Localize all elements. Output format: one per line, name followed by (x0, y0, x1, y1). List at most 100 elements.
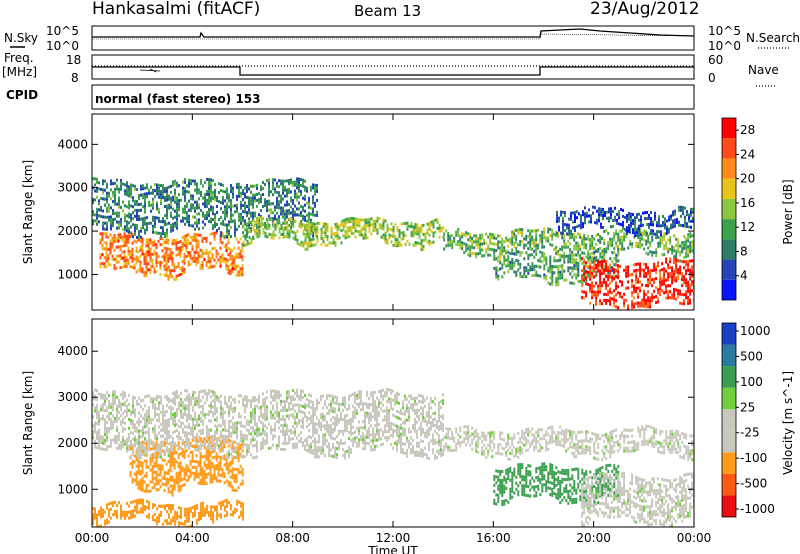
power-cell (171, 254, 174, 258)
velocity-cell (136, 429, 138, 433)
power-cell (571, 250, 574, 254)
power-cell (601, 281, 604, 285)
power-cell (636, 234, 638, 238)
power-cell (601, 251, 604, 255)
power-cell (266, 235, 269, 239)
power-cell (557, 231, 560, 235)
power-cell (596, 209, 598, 213)
velocity-cell (132, 425, 134, 429)
power-cell (562, 225, 564, 229)
velocity-cell (141, 440, 144, 444)
power-cell (568, 232, 570, 236)
velocity-cell (203, 446, 206, 450)
power-cell (593, 266, 596, 270)
power-cell (634, 219, 636, 223)
power-cell (392, 243, 395, 247)
velocity-cell (139, 472, 142, 476)
power-cell (254, 193, 256, 197)
power-cell (268, 223, 271, 227)
power-cell (334, 244, 337, 247)
velocity-cell (195, 460, 198, 464)
power-cell (282, 185, 284, 189)
power-cell (298, 213, 300, 217)
power-cell (527, 247, 530, 251)
power-cell (165, 241, 168, 245)
power-cell (426, 240, 429, 244)
power-cell (106, 221, 108, 225)
power-cell (144, 219, 146, 223)
velocity-cell (160, 398, 162, 402)
power-cell (562, 210, 564, 214)
power-cell (671, 281, 674, 285)
power-cell (105, 253, 108, 257)
power-cell (232, 189, 234, 193)
power-cell (300, 184, 302, 187)
power-cell (449, 243, 452, 247)
colorbar-tick-label: 20 (740, 172, 755, 186)
power-cell (242, 243, 245, 247)
power-cell (557, 280, 560, 284)
power-cell (627, 286, 630, 290)
power-cell (535, 264, 538, 268)
velocity-cell (210, 419, 212, 423)
power-cell (515, 240, 518, 244)
power-cell (370, 217, 373, 221)
power-cell (112, 200, 114, 204)
velocity-cell (219, 464, 222, 468)
power-cell (115, 266, 118, 270)
power-cell (156, 186, 158, 190)
power-cell (396, 241, 399, 245)
velocity-cell (214, 430, 216, 434)
power-cell (630, 221, 632, 225)
power-cell (645, 239, 648, 243)
power-cell (312, 183, 314, 187)
velocity-cell (228, 453, 230, 456)
power-cell (531, 247, 534, 251)
velocity-cell (172, 449, 174, 453)
power-cell (543, 273, 546, 277)
power-cell (296, 229, 299, 233)
power-cell (673, 234, 676, 238)
velocity-cell (177, 462, 180, 466)
power-cell (503, 271, 506, 275)
power-cell (160, 193, 162, 197)
velocity-cell (192, 429, 194, 433)
power-cell (162, 196, 164, 200)
velocity-cell (189, 450, 192, 454)
power-cell (294, 234, 297, 238)
power-cell (262, 193, 264, 196)
power-cell (113, 236, 116, 240)
power-cell (499, 258, 502, 262)
power-cell (185, 234, 188, 237)
power-cell (655, 254, 658, 258)
power-cell (388, 236, 391, 240)
velocity-cell (148, 439, 150, 443)
power-cell (107, 259, 110, 263)
power-cell (106, 206, 108, 210)
velocity-cell (151, 468, 154, 472)
power-cell (356, 223, 359, 227)
power-cell (292, 224, 295, 228)
power-cell (214, 189, 216, 192)
power-cell (685, 243, 688, 247)
power-cell (197, 242, 200, 246)
power-cell (609, 257, 612, 261)
power-cell (634, 222, 636, 226)
power-cell (101, 247, 104, 251)
velocity-cell (209, 465, 212, 469)
velocity-cell (170, 414, 172, 418)
power-cell (296, 195, 298, 199)
power-cell (165, 247, 168, 251)
power-cell (174, 191, 176, 195)
velocity-cell (149, 456, 152, 460)
power-cell (447, 244, 450, 248)
power-cell (364, 236, 367, 240)
beam-title: Beam 13 (354, 2, 421, 20)
power-cell (238, 212, 240, 216)
power-cell (135, 261, 138, 265)
power-cell (660, 224, 662, 228)
velocity-cell (141, 470, 144, 474)
power-cell (477, 246, 480, 250)
velocity-cell (120, 405, 122, 409)
power-cell (689, 283, 692, 287)
